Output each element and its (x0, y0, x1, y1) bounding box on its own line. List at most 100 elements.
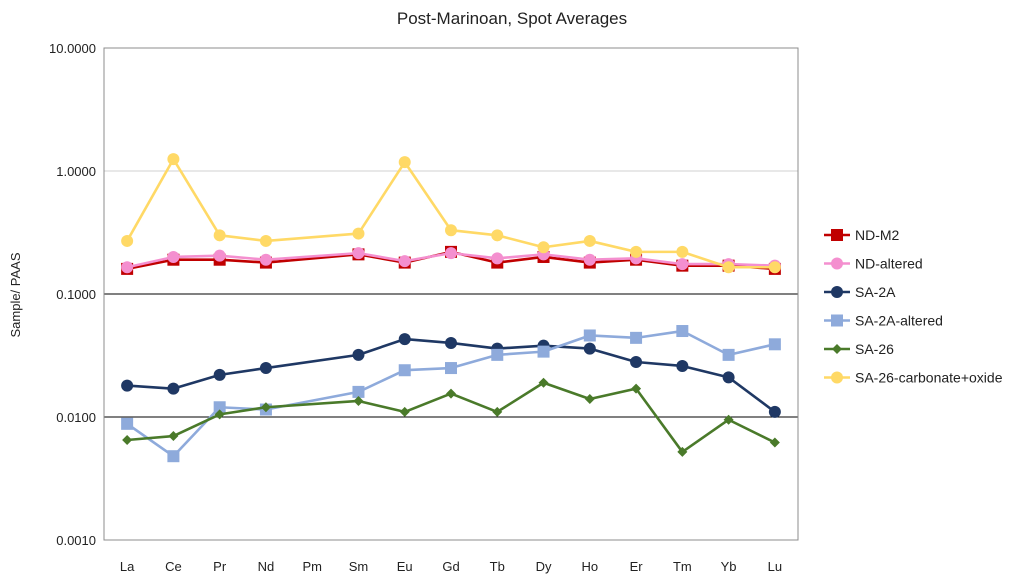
data-point (214, 409, 225, 420)
x-tick-label: Ho (581, 559, 598, 574)
data-point (168, 431, 179, 442)
data-point (768, 338, 781, 351)
data-point (259, 253, 272, 266)
legend-swatch-marker (831, 229, 843, 241)
data-point (259, 234, 272, 247)
data-point (352, 348, 365, 361)
series-line (127, 337, 776, 413)
x-tick-label: Gd (442, 559, 459, 574)
data-point (398, 255, 411, 268)
data-point (491, 348, 504, 361)
legend-item: SA-2A (824, 284, 896, 300)
data-point (445, 336, 457, 349)
series-sa-26 (122, 377, 780, 457)
data-point (167, 250, 180, 263)
data-point (584, 394, 595, 405)
data-point (213, 229, 226, 242)
data-point (398, 364, 411, 377)
data-point (583, 342, 596, 355)
legend-item: ND-altered (824, 256, 923, 272)
data-point (352, 247, 365, 260)
data-point (537, 345, 550, 358)
x-tick-label: Lu (768, 559, 782, 574)
axis-layer: 10.0000 1.0000 0.1000 0.0100 0.0010 La Ce Pr Nd P… (49, 41, 799, 574)
data-point (121, 261, 134, 274)
x-tick-label: Ce (165, 559, 182, 574)
data-point (260, 402, 271, 413)
x-tick-label: Tm (673, 559, 692, 574)
x-tick-label: Nd (258, 559, 275, 574)
data-point (213, 249, 226, 262)
data-point (399, 406, 410, 417)
legend-item: SA-26 (824, 341, 894, 357)
data-point (768, 405, 781, 418)
legend: ND-M2 ND-altered SA-2A SA-2A-altered SA-26 SA… (824, 227, 1003, 386)
data-point (491, 252, 504, 265)
legend-label: SA-2A-altered (855, 313, 943, 329)
x-tick-label: Pr (213, 559, 227, 574)
series-line (127, 381, 776, 454)
data-point (353, 395, 364, 406)
data-point (167, 450, 180, 463)
data-point (167, 153, 180, 166)
data-point (122, 435, 133, 446)
data-point (722, 348, 735, 361)
legend-label: ND-M2 (855, 227, 900, 243)
data-point (121, 234, 134, 247)
legend-swatch-marker (831, 286, 843, 298)
y-tick-label: 0.0010 (56, 533, 96, 548)
data-point (121, 417, 134, 430)
data-point (676, 245, 689, 258)
x-tick-label: Eu (397, 559, 413, 574)
x-tick-label: Dy (536, 559, 552, 574)
y-tick-label: 1.0000 (56, 164, 96, 179)
x-tick-label: Yb (721, 559, 737, 574)
x-tick-label: La (120, 559, 135, 574)
data-point (259, 362, 272, 375)
legend-label: SA-26-carbonate+oxide (855, 370, 1003, 386)
series-line (126, 157, 775, 269)
data-point (492, 406, 503, 417)
data-point (491, 229, 504, 242)
legend-item: ND-M2 (824, 227, 900, 243)
data-point (213, 401, 226, 414)
legend-swatch-marker (832, 344, 842, 354)
series-line (126, 329, 776, 458)
legend-item: SA-2A-altered (824, 313, 943, 329)
data-point (352, 227, 365, 240)
data-point (537, 241, 550, 254)
data-point (768, 261, 781, 274)
plot-frame (103, 47, 799, 541)
series-sa-26-carbonate-oxide (121, 153, 781, 274)
data-point (630, 245, 643, 258)
data-point (769, 437, 780, 448)
data-point (446, 388, 456, 399)
data-point (167, 382, 180, 395)
legend-item: SA-26-carbonate+oxide (824, 370, 1003, 386)
y-axis-label: Sample/ PAAS (8, 252, 23, 337)
x-tick-label: Tb (490, 559, 505, 574)
data-point (676, 258, 689, 271)
y-tick-label: 0.1000 (56, 287, 96, 302)
data-point (121, 379, 134, 392)
x-tick-label: Sm (349, 559, 369, 574)
data-point (722, 261, 735, 274)
y-tick-label: 10.0000 (49, 41, 96, 56)
series-line (126, 250, 775, 271)
legend-swatch-marker (831, 314, 843, 327)
data-point (445, 247, 457, 260)
data-point (583, 253, 596, 266)
legend-label: SA-2A (855, 284, 896, 300)
data-point (630, 331, 643, 344)
data-point (583, 234, 596, 247)
data-point (398, 333, 411, 346)
data-point (213, 368, 226, 381)
data-point (352, 385, 365, 398)
y-tick-label: 0.0100 (56, 410, 96, 425)
data-point (631, 383, 642, 394)
legend-swatch-marker (831, 371, 843, 384)
legend-swatch-marker (831, 257, 843, 270)
series-line (126, 251, 775, 269)
data-point (676, 325, 689, 338)
